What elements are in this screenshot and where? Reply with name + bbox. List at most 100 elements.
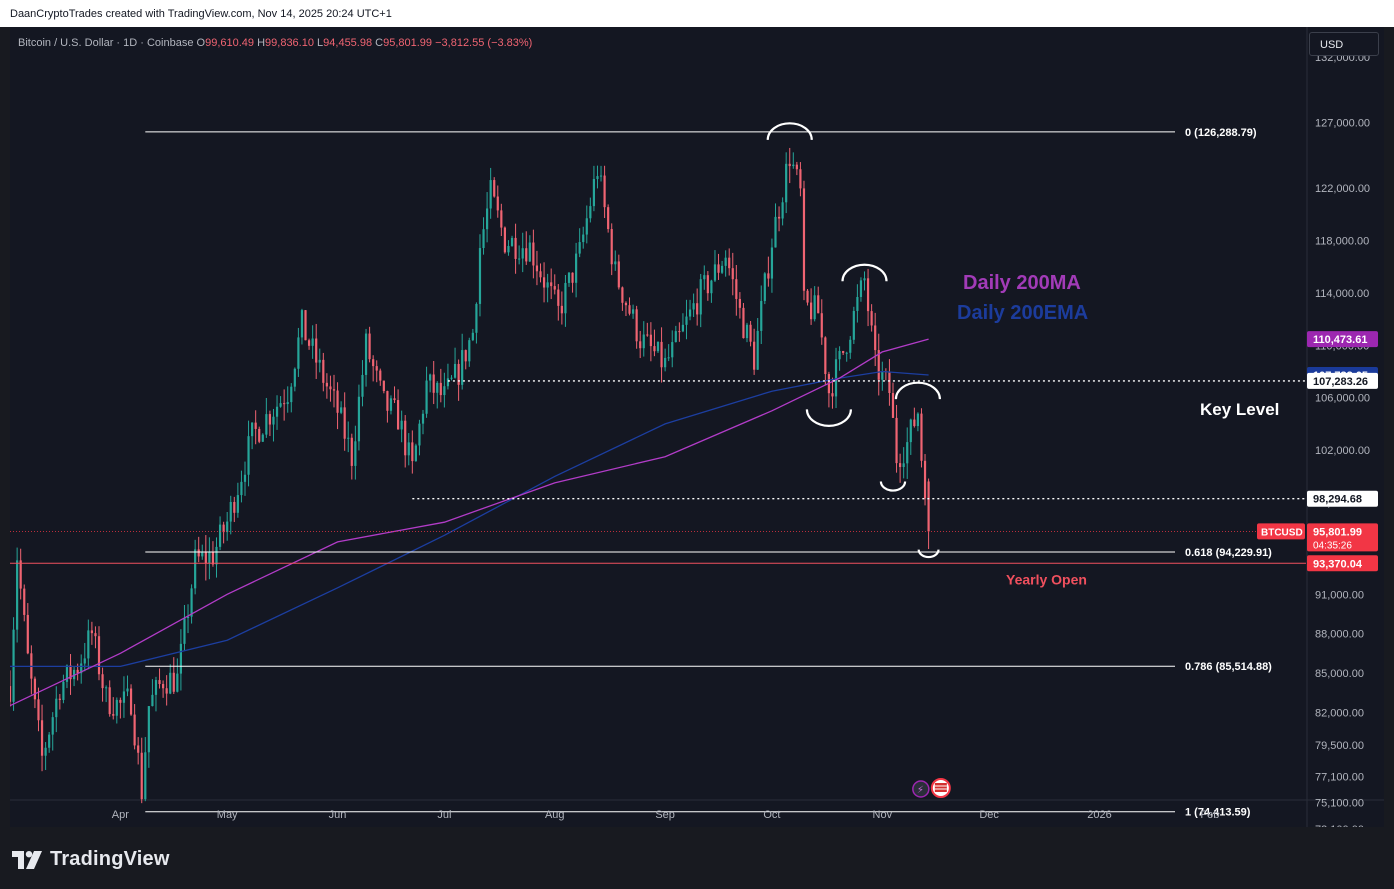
candle-body bbox=[475, 303, 478, 333]
ma-annotation: Daily 200MA bbox=[963, 272, 1081, 294]
candle-body bbox=[97, 636, 101, 675]
candle-body bbox=[575, 253, 578, 283]
fib-label: 0 (126,288.79) bbox=[1185, 127, 1257, 139]
candle-body bbox=[275, 406, 279, 417]
candle-body bbox=[518, 258, 521, 260]
candle bbox=[94, 626, 97, 649]
y-tick-label: 106,000.00 bbox=[1315, 393, 1370, 405]
candle-body bbox=[817, 295, 820, 314]
candle-body bbox=[866, 278, 870, 312]
candle bbox=[909, 418, 912, 455]
candle bbox=[364, 328, 368, 387]
candle bbox=[318, 348, 321, 373]
candle-body bbox=[112, 714, 115, 716]
candle-body bbox=[58, 698, 61, 700]
candle-body bbox=[236, 495, 239, 513]
candle bbox=[322, 352, 325, 392]
candle-body bbox=[635, 309, 638, 342]
candle-body bbox=[186, 616, 190, 619]
candle-body bbox=[233, 501, 236, 513]
candle-body bbox=[653, 346, 656, 352]
candle bbox=[553, 274, 556, 295]
candle bbox=[514, 223, 517, 274]
candle bbox=[760, 285, 763, 344]
candle-body bbox=[792, 164, 795, 167]
candle bbox=[756, 318, 759, 370]
candle bbox=[343, 392, 346, 451]
candle-body bbox=[852, 310, 855, 340]
candle-body bbox=[664, 357, 667, 368]
candle-body bbox=[688, 309, 692, 317]
candle-body bbox=[129, 688, 133, 715]
candle-body bbox=[201, 551, 204, 557]
candle-body bbox=[493, 180, 496, 197]
yearly-open-price-label-bg bbox=[1307, 555, 1378, 572]
candle-body bbox=[731, 268, 734, 280]
candle bbox=[12, 617, 15, 711]
tradingview-logo[interactable]: TradingView bbox=[12, 848, 170, 871]
tradingview-logo-icon bbox=[12, 850, 42, 869]
candle bbox=[788, 147, 791, 184]
candle-body bbox=[578, 242, 581, 254]
candle-body bbox=[603, 175, 606, 208]
candle bbox=[140, 737, 143, 804]
legend-part-5: L bbox=[317, 37, 323, 49]
candle bbox=[532, 229, 535, 279]
candle bbox=[813, 286, 816, 322]
candle bbox=[685, 299, 688, 340]
candle-body bbox=[820, 313, 823, 338]
candle bbox=[891, 382, 895, 419]
candle bbox=[407, 433, 410, 466]
candle-body bbox=[539, 271, 542, 278]
candle-body bbox=[699, 279, 702, 315]
candle bbox=[421, 409, 425, 435]
candle-body bbox=[649, 334, 652, 347]
candle-body bbox=[119, 699, 122, 703]
candle bbox=[436, 381, 439, 409]
candle-body bbox=[261, 434, 264, 442]
candle bbox=[461, 333, 464, 390]
candle bbox=[774, 203, 777, 248]
candle-body bbox=[567, 272, 571, 283]
candle bbox=[489, 167, 492, 219]
candle-body bbox=[226, 521, 229, 533]
candle-body bbox=[770, 247, 774, 279]
candle bbox=[681, 313, 685, 333]
candle bbox=[923, 454, 927, 506]
yearly-open-price-label: 93,370.04 bbox=[1307, 555, 1378, 572]
candle bbox=[236, 482, 239, 518]
candle bbox=[126, 675, 129, 697]
candle-body bbox=[172, 672, 175, 692]
candle bbox=[817, 286, 820, 314]
candle-body bbox=[913, 419, 916, 427]
candle bbox=[218, 516, 222, 551]
candle-body bbox=[881, 371, 884, 380]
candle bbox=[642, 321, 645, 357]
candle-body bbox=[560, 305, 563, 314]
candle-body bbox=[179, 643, 183, 674]
candle-body bbox=[906, 442, 909, 464]
candle bbox=[222, 521, 225, 544]
candle-body bbox=[12, 629, 15, 702]
candle-body bbox=[443, 386, 446, 396]
candle-body bbox=[122, 691, 126, 703]
currency-button[interactable]: USD bbox=[1309, 32, 1379, 56]
chart-frame[interactable]: Bitcoin / U.S. Dollar · 1D · Coinbase O9… bbox=[10, 27, 1384, 827]
candle bbox=[507, 240, 510, 256]
candle-body bbox=[218, 524, 222, 547]
candle-body bbox=[354, 441, 357, 466]
lightning-icon: ⚡ bbox=[917, 785, 924, 796]
price-chart[interactable]: Bitcoin / U.S. Dollar · 1D · Coinbase O9… bbox=[10, 27, 1384, 827]
ma200-price-label: 110,473.61 bbox=[1307, 331, 1378, 348]
candle-body bbox=[489, 180, 492, 209]
candle bbox=[703, 265, 706, 290]
candle-body bbox=[94, 633, 97, 637]
candle bbox=[468, 337, 471, 367]
candle bbox=[742, 302, 745, 339]
candle-body bbox=[429, 374, 432, 381]
candle bbox=[706, 271, 709, 301]
candle bbox=[446, 363, 450, 390]
candle-body bbox=[542, 277, 546, 288]
candle-body bbox=[525, 248, 528, 262]
candle-body bbox=[646, 334, 649, 336]
